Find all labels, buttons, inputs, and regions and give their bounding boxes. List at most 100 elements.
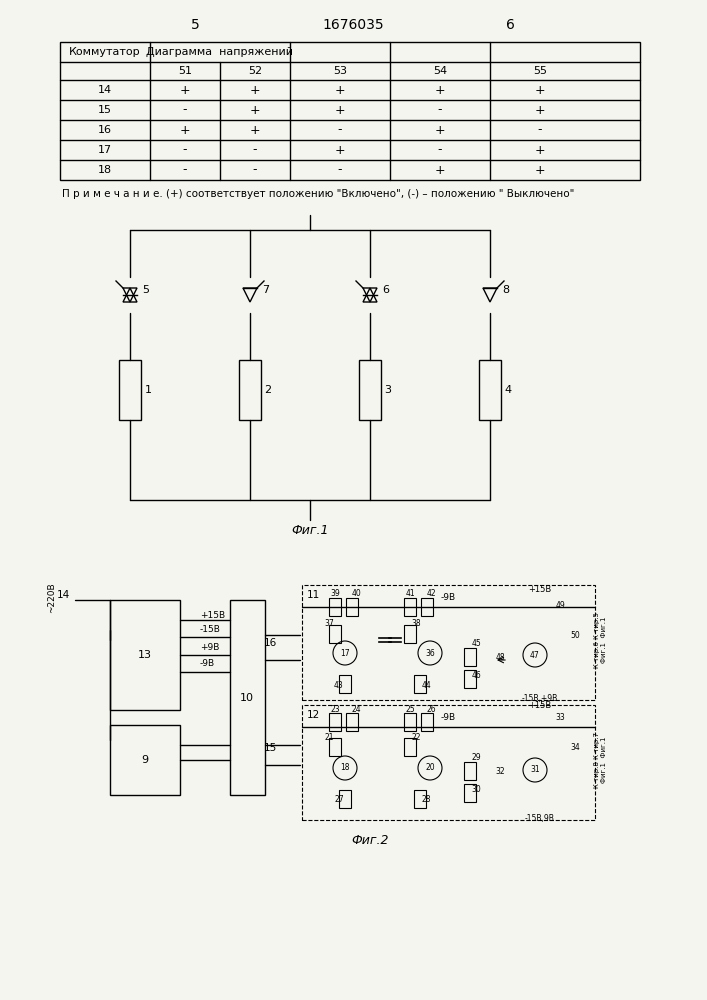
Text: 15: 15: [264, 743, 276, 753]
Text: -: -: [182, 143, 187, 156]
Bar: [230, 600, 265, 795]
Text: +: +: [435, 123, 445, 136]
Text: 22: 22: [411, 732, 421, 742]
Text: 33: 33: [555, 714, 565, 722]
Text: 34: 34: [570, 744, 580, 752]
Text: 53: 53: [333, 66, 347, 76]
Text: -: -: [438, 143, 443, 156]
Text: 18: 18: [98, 165, 112, 175]
Text: ~220В: ~220В: [47, 583, 57, 613]
Text: 38: 38: [411, 619, 421, 629]
Text: 47: 47: [530, 650, 540, 660]
Text: -: -: [438, 104, 443, 116]
Bar: [329, 738, 341, 756]
Text: +15В: +15В: [528, 585, 551, 594]
Bar: [329, 598, 341, 616]
Text: 20: 20: [425, 764, 435, 772]
Text: 28: 28: [421, 796, 431, 804]
Text: 26: 26: [426, 704, 436, 714]
Text: 8: 8: [503, 285, 510, 295]
Text: +15В: +15В: [528, 702, 551, 710]
Text: -15В,9В: -15В,9В: [525, 814, 555, 822]
Bar: [464, 762, 476, 780]
Text: 3: 3: [385, 385, 392, 395]
Bar: [359, 360, 381, 420]
Text: +9В: +9В: [200, 644, 219, 652]
Text: 11: 11: [307, 590, 320, 600]
Text: 39: 39: [330, 588, 340, 597]
Text: 15: 15: [98, 105, 112, 115]
Text: 45: 45: [471, 639, 481, 648]
Bar: [464, 784, 476, 802]
Text: 7: 7: [262, 285, 269, 295]
Bar: [414, 675, 426, 693]
Text: 24: 24: [351, 704, 361, 714]
Bar: [404, 625, 416, 643]
Text: 37: 37: [324, 619, 334, 629]
Bar: [329, 625, 341, 643]
Text: -: -: [182, 163, 187, 176]
Text: +: +: [250, 123, 260, 136]
Bar: [464, 670, 476, 688]
Text: 42: 42: [426, 588, 436, 597]
Text: +: +: [250, 104, 260, 116]
Text: -9В: -9В: [200, 658, 215, 668]
Bar: [404, 738, 416, 756]
Text: +15В: +15В: [200, 610, 225, 619]
Text: +: +: [534, 104, 545, 116]
Text: 52: 52: [248, 66, 262, 76]
Text: 14: 14: [57, 590, 69, 600]
Bar: [346, 713, 358, 731]
Text: 10: 10: [240, 693, 254, 703]
Text: 6: 6: [382, 285, 390, 295]
Text: 13: 13: [138, 650, 152, 660]
Text: 41: 41: [405, 588, 415, 597]
Text: 51: 51: [178, 66, 192, 76]
Text: 48: 48: [495, 652, 505, 662]
Text: -9В: -9В: [441, 712, 456, 722]
Bar: [339, 675, 351, 693]
Text: 25: 25: [405, 704, 415, 714]
Text: +: +: [250, 84, 260, 97]
Text: 55: 55: [533, 66, 547, 76]
Text: +: +: [534, 163, 545, 176]
Text: 16: 16: [264, 638, 276, 648]
Text: 4: 4: [504, 385, 512, 395]
Text: 23: 23: [330, 704, 340, 714]
Text: Фиг.2: Фиг.2: [351, 834, 389, 846]
Text: +: +: [334, 84, 345, 97]
Text: 49: 49: [555, 600, 565, 609]
Text: П р и м е ч а н и е. (+) соответствует положению "Включено", (-) – положению " В: П р и м е ч а н и е. (+) соответствует п…: [62, 189, 574, 199]
Text: Диаграмма  напряжений: Диаграмма напряжений: [146, 47, 293, 57]
Text: 27: 27: [334, 796, 344, 804]
Text: 43: 43: [334, 680, 344, 690]
Bar: [302, 705, 595, 820]
Text: 46: 46: [471, 670, 481, 680]
Text: -: -: [182, 104, 187, 116]
Text: 30: 30: [471, 784, 481, 794]
Text: -: -: [252, 143, 257, 156]
Text: +: +: [435, 163, 445, 176]
Text: К тир.6 К тир.5
Фиг.1  Фиг.1: К тир.6 К тир.5 Фиг.1 Фиг.1: [593, 612, 607, 668]
Text: 44: 44: [421, 680, 431, 690]
Text: 2: 2: [264, 385, 271, 395]
Text: +: +: [534, 84, 545, 97]
Bar: [119, 360, 141, 420]
Text: +: +: [334, 104, 345, 116]
Text: 9: 9: [141, 755, 148, 765]
Bar: [60, 42, 640, 180]
Text: -: -: [338, 163, 342, 176]
Text: 1: 1: [144, 385, 151, 395]
Text: К тир.8 К тир.7
Фиг.1  Фиг.1: К тир.8 К тир.7 Фиг.1 Фиг.1: [593, 732, 607, 788]
Bar: [404, 598, 416, 616]
Text: 5: 5: [191, 18, 199, 32]
Bar: [421, 713, 433, 731]
Bar: [239, 360, 261, 420]
Text: 18: 18: [340, 764, 350, 772]
Text: 36: 36: [425, 648, 435, 658]
Bar: [302, 585, 595, 700]
Text: 14: 14: [98, 85, 112, 95]
Text: +: +: [534, 143, 545, 156]
Text: 40: 40: [351, 588, 361, 597]
Bar: [404, 713, 416, 731]
